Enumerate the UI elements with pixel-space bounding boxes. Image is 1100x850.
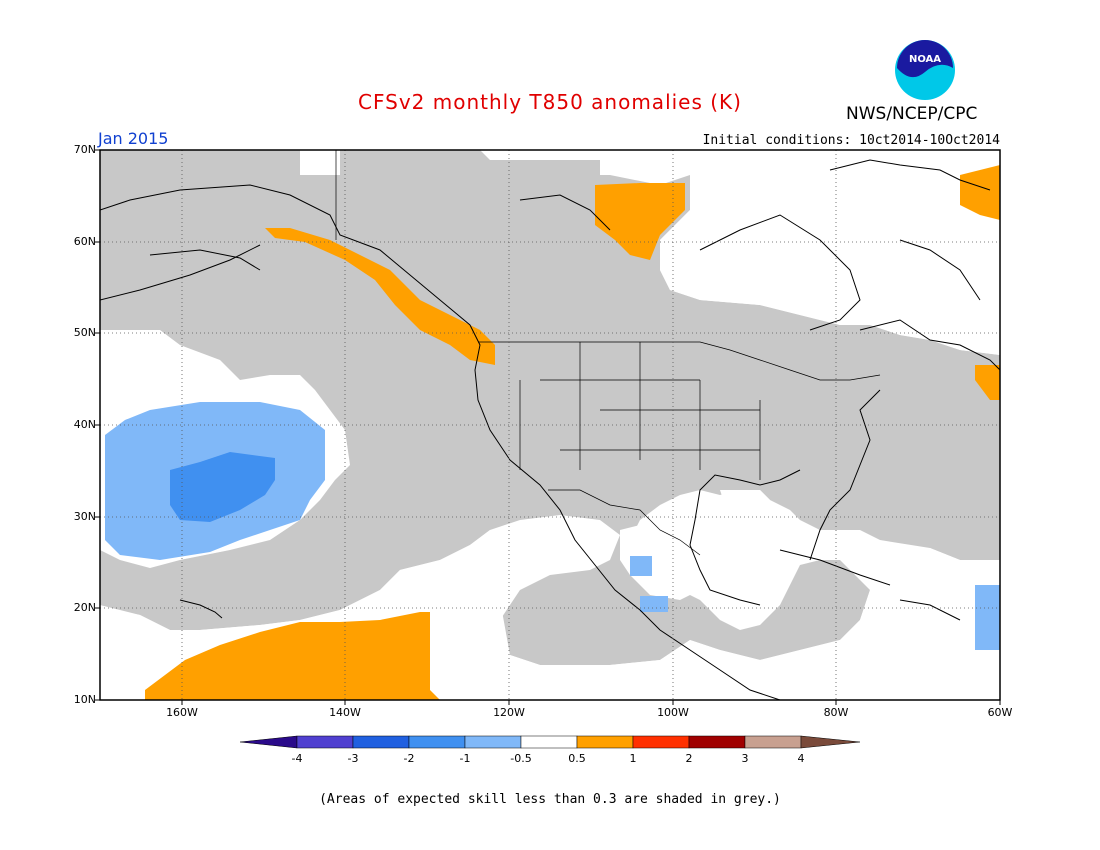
lat-label: 40N (73, 418, 96, 431)
initial-conditions: Initial conditions: 10ct2014-10Oct2014 (702, 133, 1000, 148)
colorbar-segment (688, 735, 746, 749)
lon-label: 100W (657, 706, 689, 719)
lon-label: 160W (166, 706, 198, 719)
grey-low-skill-area (100, 150, 1000, 665)
lon-label: 120W (493, 706, 525, 719)
lon-label: 60W (987, 706, 1013, 719)
political-borders (335, 150, 881, 556)
skill-note: (Areas of expected skill less than 0.3 a… (319, 792, 781, 807)
org-label: NWS/NCEP/CPC (846, 104, 978, 124)
colorbar-label: 1 (629, 752, 637, 765)
lat-label: 30N (73, 510, 96, 523)
colorbar-label: 0.5 (568, 752, 586, 765)
colorbar-segment (632, 735, 690, 749)
colorbar-arrow-left (239, 735, 298, 749)
colorbar-arrow-right (800, 735, 861, 749)
colorbar-label: -1 (459, 752, 471, 765)
lon-label: 80W (823, 706, 849, 719)
noaa-logo: NOAA (895, 40, 955, 100)
colorbar-segment (744, 735, 802, 749)
colorbar-segment (352, 735, 410, 749)
colorbar-label: 2 (685, 752, 693, 765)
orange-anomaly-area (145, 612, 440, 700)
colorbar-label: -0.5 (510, 752, 532, 765)
colorbar-segment (408, 735, 466, 749)
lat-label: 70N (73, 143, 96, 156)
lat-label: 50N (73, 326, 96, 339)
colorbar-segment (576, 735, 634, 749)
colorbar-label: -3 (347, 752, 359, 765)
colorbar-segment (520, 735, 578, 749)
lat-label: 20N (73, 601, 96, 614)
colorbar-label: -4 (291, 752, 303, 765)
lat-label: 10N (73, 693, 96, 706)
lat-label: 60N (73, 235, 96, 248)
colorbar-label: 3 (741, 752, 749, 765)
lon-label: 140W (329, 706, 361, 719)
forecast-period: Jan 2015 (98, 129, 169, 148)
colorbar-label: -2 (403, 752, 415, 765)
noaa-logo-text: NOAA (909, 54, 941, 65)
coastlines (100, 159, 1000, 700)
colorbar-segment (296, 735, 354, 749)
map-title: CFSv2 monthly T850 anomalies (K) (358, 90, 742, 114)
colorbar-label: 4 (797, 752, 805, 765)
colorbar-segment (464, 735, 522, 749)
